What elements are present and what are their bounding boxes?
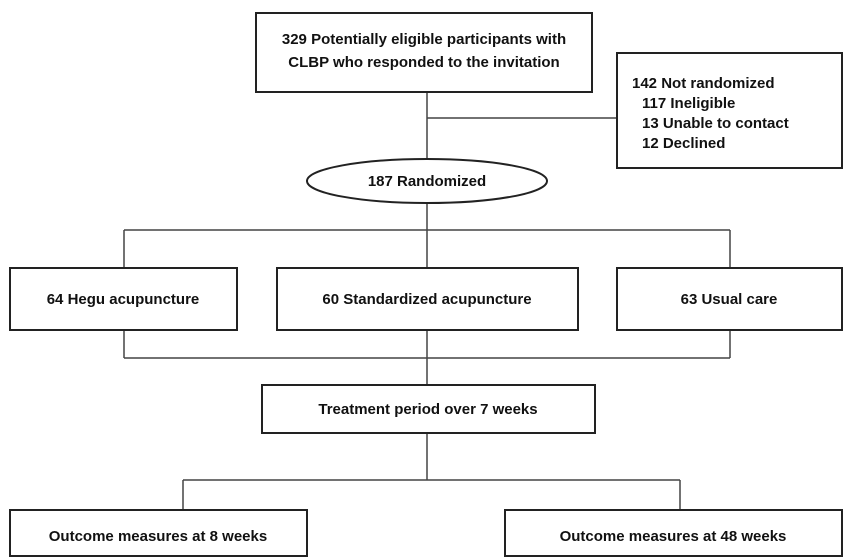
box (616, 52, 843, 169)
box (9, 509, 308, 557)
box (504, 509, 843, 557)
node-text: 187 Randomized (368, 173, 486, 190)
node-text: 142 Not randomized (632, 75, 775, 92)
node-text: Outcome measures at 48 weeks (560, 528, 787, 545)
node-text: Treatment period over 7 weeks (318, 401, 537, 418)
node-text: 117 Ineligible (642, 95, 735, 112)
box (616, 267, 843, 331)
box (9, 267, 238, 331)
node-text: Outcome measures at 8 weeks (49, 528, 267, 545)
box (276, 267, 579, 331)
node-text: 64 Hegu acupuncture (47, 291, 200, 308)
node-text: 12 Declined (642, 135, 725, 152)
node-text: 63 Usual care (681, 291, 778, 308)
box (261, 384, 596, 434)
node-text: CLBP who responded to the invitation (288, 54, 559, 71)
node-text: 329 Potentially eligible participants wi… (282, 31, 566, 48)
box (255, 12, 593, 93)
ellipse (306, 158, 548, 204)
node-text: 60 Standardized acupuncture (322, 291, 531, 308)
connectors (123, 92, 731, 510)
node-text: 13 Unable to contact (642, 115, 789, 132)
